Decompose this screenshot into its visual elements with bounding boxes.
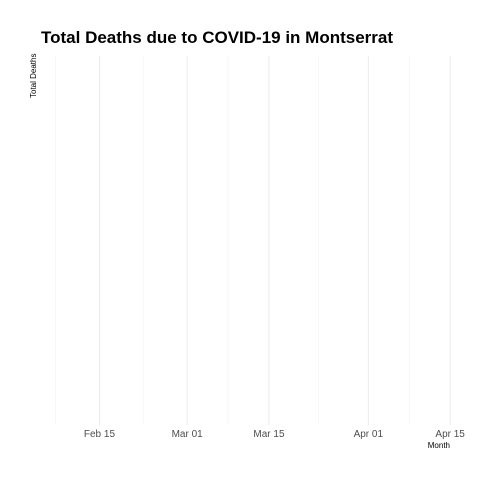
grid — [55, 56, 451, 425]
x-axis-label: Month — [428, 441, 450, 450]
x-tick-labels: Feb 15 Mar 01 Mar 15 Apr 01 Apr 15 — [84, 429, 465, 440]
x-tick-label: Mar 15 — [253, 429, 285, 440]
x-tick-label: Apr 15 — [435, 429, 465, 440]
chart-title: Total Deaths due to COVID-19 in Montserr… — [41, 28, 393, 47]
x-tick-label: Feb 15 — [84, 429, 116, 440]
x-tick-label: Apr 01 — [354, 429, 384, 440]
x-tick-label: Mar 01 — [172, 429, 204, 440]
y-axis-label: Total Deaths — [29, 54, 38, 98]
